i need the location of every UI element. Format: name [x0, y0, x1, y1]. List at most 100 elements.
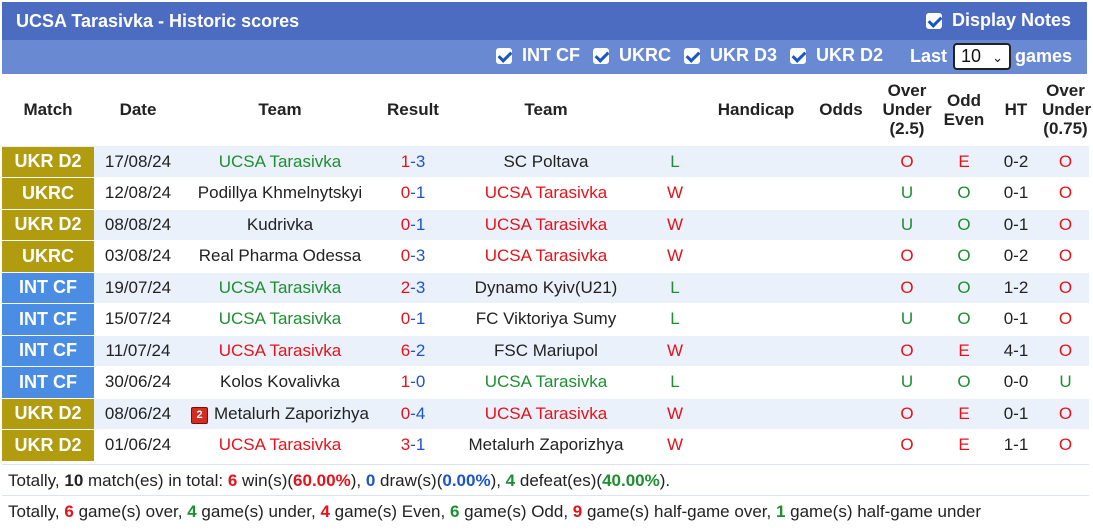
away-team[interactable]: UCSA Tarasivka: [448, 397, 644, 430]
home-team-name[interactable]: UCSA Tarasivka: [218, 277, 342, 297]
home-team[interactable]: Kudrivka: [182, 208, 378, 241]
home-score[interactable]: 2: [400, 277, 411, 297]
away-score[interactable]: 4: [415, 403, 426, 423]
competition-badge[interactable]: UKR D2: [2, 397, 94, 430]
competition-badge[interactable]: INT CF: [2, 303, 94, 336]
home-team[interactable]: UCSA Tarasivka: [182, 303, 378, 336]
home-score[interactable]: 0: [400, 214, 411, 234]
away-team-name[interactable]: FC Viktoriya Sumy: [475, 309, 617, 329]
half-time-score: 0-2: [990, 240, 1042, 273]
home-score[interactable]: 0: [400, 246, 411, 266]
match-result[interactable]: 0-4: [378, 397, 448, 430]
home-score[interactable]: 3: [400, 435, 411, 455]
match-result[interactable]: 1-0: [378, 366, 448, 399]
away-team[interactable]: FSC Mariupol: [448, 334, 644, 367]
home-score[interactable]: 1: [400, 151, 411, 171]
home-team[interactable]: Podillya Khmelnytskyi: [182, 177, 378, 210]
home-score[interactable]: 6: [400, 340, 411, 360]
display-notes-toggle[interactable]: Display Notes: [925, 10, 1071, 31]
home-team-name[interactable]: Kolos Kovalivka: [219, 372, 340, 392]
home-team[interactable]: UCSA Tarasivka: [182, 334, 378, 367]
competition-badge[interactable]: UKR D2: [2, 145, 94, 178]
away-score[interactable]: 1: [415, 309, 426, 329]
home-team-name[interactable]: Real Pharma Odessa: [198, 246, 362, 266]
away-team[interactable]: UCSA Tarasivka: [448, 240, 644, 273]
checkbox-checked-icon[interactable]: [925, 12, 942, 29]
away-team-name[interactable]: FSC Mariupol: [494, 340, 598, 360]
away-team[interactable]: Dynamo Kyiv(U21): [448, 271, 644, 304]
summary-text: game(s) Even,: [329, 502, 450, 521]
away-score[interactable]: 1: [415, 214, 426, 234]
away-score[interactable]: 2: [415, 340, 426, 360]
home-score[interactable]: 1: [400, 372, 411, 392]
home-team[interactable]: UCSA Tarasivka: [182, 429, 378, 462]
match-result[interactable]: 1-3: [378, 145, 448, 178]
checkbox-checked-icon[interactable]: [593, 47, 609, 64]
match-result[interactable]: 0-1: [378, 303, 448, 336]
match-result[interactable]: 6-2: [378, 334, 448, 367]
home-team[interactable]: Kolos Kovalivka: [182, 366, 378, 399]
score-separator: -: [410, 372, 416, 392]
away-score[interactable]: 0: [415, 372, 426, 392]
away-team[interactable]: SC Poltava: [448, 145, 644, 178]
away-team-name[interactable]: UCSA Tarasivka: [484, 403, 608, 423]
odd-even-cell: O: [938, 240, 990, 273]
col-odds: Odds: [806, 74, 876, 146]
away-score[interactable]: 1: [415, 435, 426, 455]
filter-ukrc[interactable]: UKRC: [593, 45, 671, 66]
away-team[interactable]: UCSA Tarasivka: [448, 366, 644, 399]
home-team-name[interactable]: UCSA Tarasivka: [218, 435, 342, 455]
home-team-name[interactable]: UCSA Tarasivka: [218, 340, 342, 360]
half-time-score: 0-1: [990, 177, 1042, 210]
match-result[interactable]: 0-3: [378, 240, 448, 273]
away-team-name[interactable]: Metalurh Zaporizhya: [468, 435, 624, 455]
home-team-name[interactable]: Kudrivka: [246, 214, 314, 234]
competition-badge[interactable]: UKRC: [2, 177, 94, 210]
home-team[interactable]: 2 Metalurh Zaporizhya: [182, 397, 378, 430]
match-result[interactable]: 3-1: [378, 429, 448, 462]
away-team-name[interactable]: UCSA Tarasivka: [484, 372, 608, 392]
home-team-name[interactable]: UCSA Tarasivka: [218, 309, 342, 329]
away-score[interactable]: 1: [415, 183, 426, 203]
away-team-name[interactable]: UCSA Tarasivka: [484, 214, 608, 234]
away-team-name[interactable]: UCSA Tarasivka: [484, 183, 608, 203]
away-score[interactable]: 3: [415, 246, 426, 266]
summary-text: draw(s)(: [375, 471, 443, 490]
away-team-name[interactable]: SC Poltava: [503, 151, 589, 171]
win-loss: L: [644, 271, 706, 304]
away-team-name[interactable]: UCSA Tarasivka: [484, 246, 608, 266]
filter-int-cf[interactable]: INT CF: [496, 45, 580, 66]
checkbox-checked-icon[interactable]: [684, 47, 700, 64]
match-result[interactable]: 0-1: [378, 208, 448, 241]
away-team[interactable]: FC Viktoriya Sumy: [448, 303, 644, 336]
home-team-name[interactable]: Metalurh Zaporizhya: [214, 403, 369, 423]
away-team[interactable]: UCSA Tarasivka: [448, 177, 644, 210]
home-score[interactable]: 0: [400, 309, 411, 329]
home-team-name[interactable]: Podillya Khmelnytskyi: [197, 183, 363, 203]
competition-badge[interactable]: INT CF: [2, 271, 94, 304]
competition-badge[interactable]: UKR D2: [2, 429, 94, 462]
filter-ukr-d2[interactable]: UKR D2: [790, 45, 883, 66]
checkbox-checked-icon[interactable]: [496, 47, 512, 64]
home-team[interactable]: UCSA Tarasivka: [182, 145, 378, 178]
away-score[interactable]: 3: [415, 151, 426, 171]
filter-ukr-d3[interactable]: UKR D3: [684, 45, 777, 66]
checkbox-checked-icon[interactable]: [790, 47, 807, 64]
last-games-select[interactable]: 10 ⌄: [953, 43, 1012, 70]
away-team[interactable]: Metalurh Zaporizhya: [448, 429, 644, 462]
home-team-name[interactable]: UCSA Tarasivka: [218, 151, 342, 171]
match-result[interactable]: 0-1: [378, 177, 448, 210]
home-team[interactable]: UCSA Tarasivka: [182, 271, 378, 304]
home-team[interactable]: Real Pharma Odessa: [182, 240, 378, 273]
away-score[interactable]: 3: [415, 277, 426, 297]
summary-totals: Totally, 6 game(s) over, 4 game(s) under…: [2, 495, 1089, 526]
competition-badge[interactable]: UKRC: [2, 240, 94, 273]
competition-badge[interactable]: INT CF: [2, 334, 94, 367]
away-team-name[interactable]: Dynamo Kyiv(U21): [474, 277, 618, 297]
away-team[interactable]: UCSA Tarasivka: [448, 208, 644, 241]
home-score[interactable]: 0: [400, 183, 411, 203]
competition-badge[interactable]: INT CF: [2, 366, 94, 399]
competition-badge[interactable]: UKR D2: [2, 208, 94, 241]
match-result[interactable]: 2-3: [378, 271, 448, 304]
home-score[interactable]: 0: [400, 403, 411, 423]
